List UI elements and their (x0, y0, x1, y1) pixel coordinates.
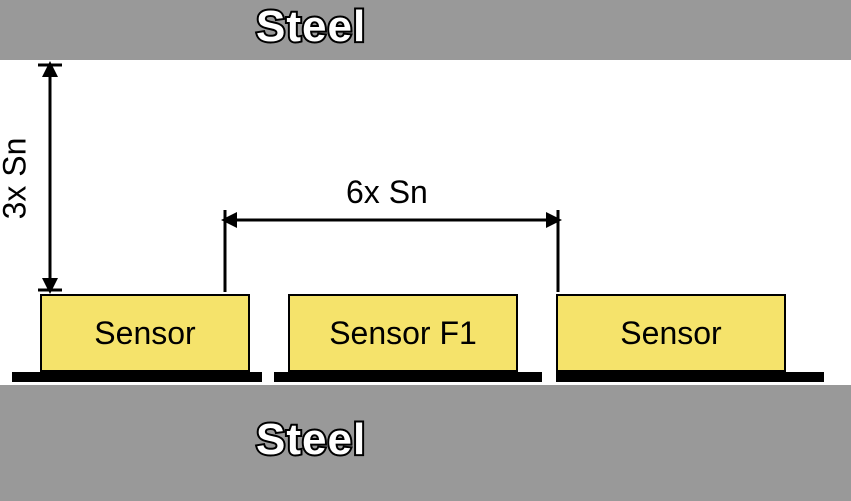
steel-bottom-label: Steel Steel (256, 415, 366, 465)
steel-top-label-fill: Steel (256, 2, 366, 52)
steel-bottom-label-fill: Steel (256, 415, 366, 465)
sensor-label: Sensor (620, 315, 721, 352)
sensor-base (274, 372, 542, 382)
sensor-label: Sensor F1 (329, 315, 477, 352)
sensor-label: Sensor (94, 315, 195, 352)
horizontal-dimension-label: 6x Sn (346, 174, 428, 211)
horizontal-dimension (205, 200, 578, 302)
sensor-block: Sensor (40, 294, 250, 372)
vertical-dimension-label: 3x Sn (0, 138, 33, 220)
sensor-base (12, 372, 262, 382)
steel-top-bar (0, 0, 851, 60)
sensor-base (556, 372, 824, 382)
steel-bottom-bar (0, 385, 851, 501)
sensor-block: Sensor (556, 294, 786, 372)
steel-top-label: Steel Steel (256, 2, 366, 52)
sensor-block: Sensor F1 (288, 294, 518, 372)
